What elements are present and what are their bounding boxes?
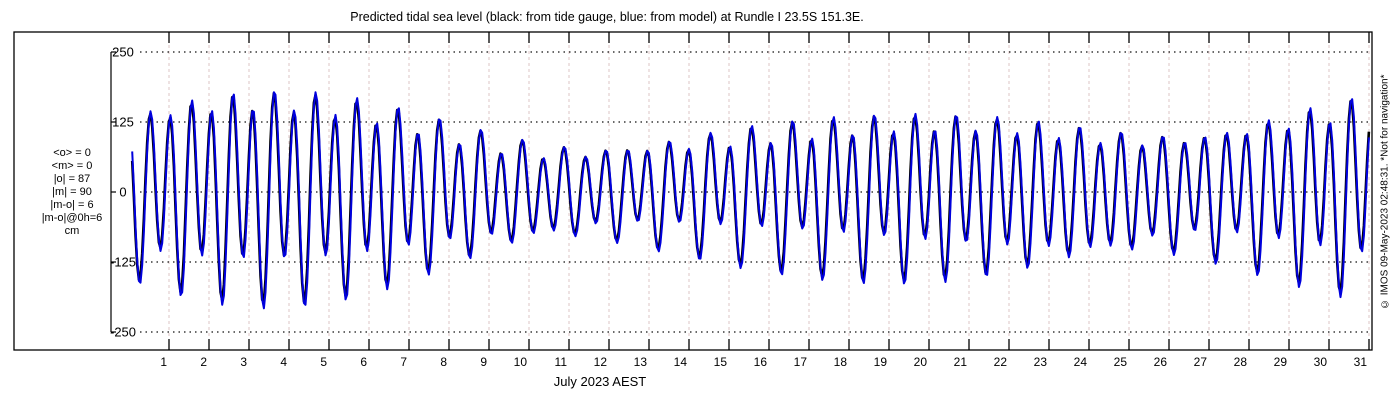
x-tick-label: 25 [1114,355,1128,369]
x-tick-label: 14 [674,355,688,369]
x-tick-label: 4 [280,355,287,369]
copyright-watermark: © IMOS 09-May-2023 02:48:31. *Not for na… [1379,74,1391,310]
stats-line: |o| = 87 [53,173,91,185]
y-tick-label: 250 [112,45,134,60]
plot-frame [13,31,1373,351]
x-tick-label: 29 [1274,355,1288,369]
x-tick-label: 6 [360,355,367,369]
x-tick-label: 1 [160,355,167,369]
x-tick-label: 21 [954,355,968,369]
stats-box: <o> = 0 <m> = 0 |o| = 87 |m| = 90 |m-o| = 6 |… [14,147,130,238]
stats-line: <m> = 0 [51,160,93,172]
x-tick-label: 19 [874,355,888,369]
x-tick-label: 10 [514,355,528,369]
x-tick-label: 18 [834,355,848,369]
stats-line: |m-o|@0h=6 [41,212,103,224]
x-tick-label: 12 [594,355,608,369]
x-tick-label: 8 [440,355,447,369]
y-tick-label: 125 [112,115,134,130]
x-tick-label: 26 [1154,355,1168,369]
x-tick-label: 28 [1234,355,1248,369]
chart-title: Predicted tidal sea level (black: from t… [350,10,864,24]
x-tick-label: 9 [480,355,487,369]
stats-line: |m-o| = 6 [50,199,94,211]
x-tick-label: 2 [200,355,207,369]
x-tick-label: 11 [555,355,568,369]
x-tick-label: 5 [320,355,327,369]
x-axis-label: July 2023 AEST [553,374,647,389]
y-tick-label: 0 [119,185,126,200]
stats-line: |m| = 90 [52,186,92,198]
stats-line: cm [64,225,80,237]
x-tick-label: 27 [1194,355,1208,369]
x-tick-label: 13 [634,355,648,369]
x-tick-label: 7 [400,355,407,369]
model-line [131,91,1370,310]
x-tick-label: 31 [1354,355,1368,369]
x-tick-label: 16 [754,355,768,369]
x-tick-label: 23 [1034,355,1048,369]
x-tick-label: 20 [914,355,928,369]
x-tick-label: 24 [1074,355,1088,369]
stats-line: <o> = 0 [53,147,91,159]
x-tick-label: 17 [794,355,808,369]
x-tick-label: 15 [714,355,728,369]
y-tick-label: -250 [110,325,136,340]
y-tick-label: -125 [110,255,136,270]
x-tick-label: 30 [1314,355,1328,369]
x-tick-label: 3 [240,355,247,369]
x-tick-label: 22 [994,355,1008,369]
